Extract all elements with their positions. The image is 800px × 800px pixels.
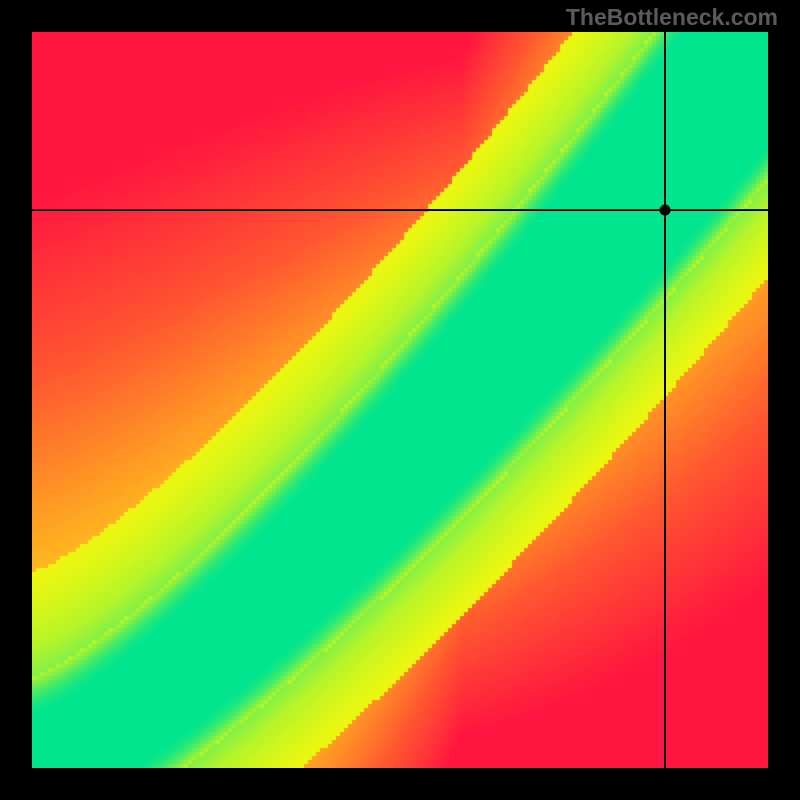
watermark-text: TheBottleneck.com [566, 4, 778, 31]
crosshair-marker [660, 205, 671, 216]
crosshair-horizontal-line [32, 209, 768, 211]
bottleneck-heatmap [32, 32, 768, 768]
crosshair-vertical-line [664, 32, 666, 768]
